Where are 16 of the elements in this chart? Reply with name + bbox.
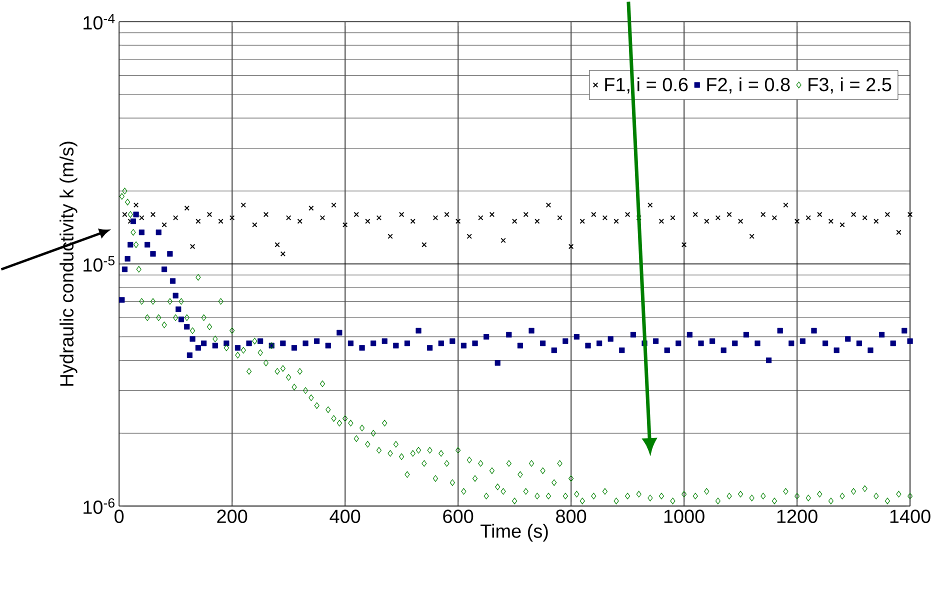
legend-label: F3, i = 2.5 <box>808 77 892 94</box>
x-tick-label: 800 <box>556 510 586 524</box>
legend-label: F2, i = 0.8 <box>707 77 790 94</box>
y-tick-label: 10$^{-6}$ <box>84 498 114 514</box>
x-tick-label: 1400 <box>890 510 930 524</box>
x-tick-label: 600 <box>443 510 474 524</box>
y-tick-label: 10$^{-4}$ <box>84 14 115 30</box>
x-tick-label: 400 <box>330 510 360 524</box>
y-axis-title: Hydraulic conductivity k (m/s) <box>60 142 78 386</box>
x-tick-label: 0 <box>114 510 124 524</box>
x-axis-title: Time (s) <box>480 524 548 542</box>
x-tick-label: 1200 <box>777 510 818 524</box>
y-tick-label: 10$^{-5}$ <box>84 256 115 272</box>
x-tick-label: 1000 <box>664 510 704 524</box>
legend-label: F1, i = 0.6 <box>605 77 688 94</box>
x-tick-label: 200 <box>217 510 248 524</box>
